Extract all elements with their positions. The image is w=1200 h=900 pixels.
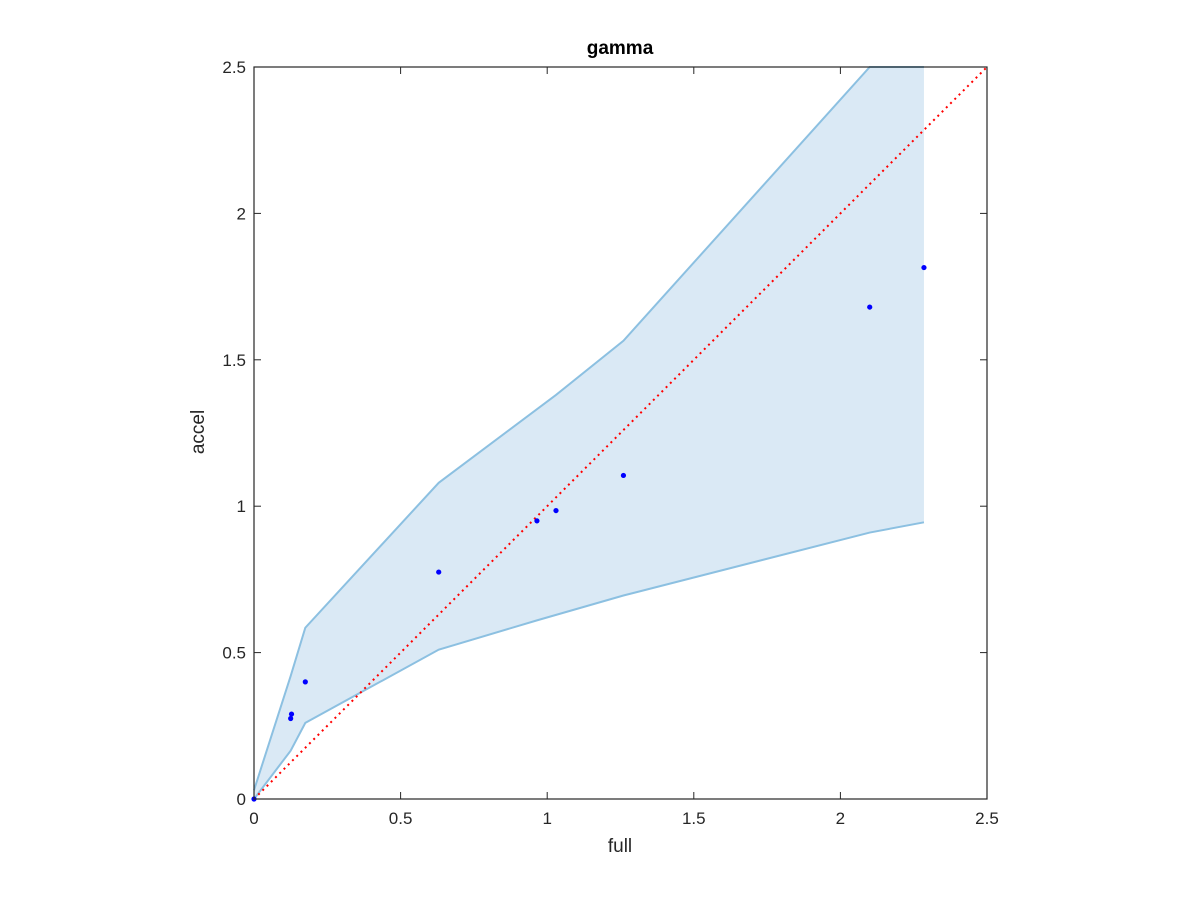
reference-line	[253, 66, 988, 800]
x-axis-label: full	[608, 836, 632, 857]
y-tick-label: 0	[237, 790, 246, 809]
x-tick-label: 1	[542, 809, 551, 828]
y-tick-labels: 0 0.5 1 1.5 2 2.5	[222, 58, 246, 809]
data-point	[620, 472, 627, 479]
x-tick-label: 2.5	[975, 809, 999, 828]
y-tick-label: 0.5	[222, 644, 246, 663]
reference-line-layer	[253, 66, 988, 800]
data-points	[251, 264, 927, 802]
y-tick-label: 1	[237, 497, 246, 516]
data-point	[867, 304, 873, 310]
x-tick-label: 1.5	[682, 809, 706, 828]
data-point	[534, 518, 540, 524]
band-lower-edge	[253, 521, 925, 800]
data-point	[436, 569, 442, 575]
data-point	[288, 711, 295, 717]
data-point	[288, 715, 294, 722]
x-tick-label: 0	[249, 809, 258, 828]
axes-box	[253, 66, 988, 800]
band-fill	[254, 67, 924, 799]
data-point	[921, 264, 927, 271]
y-tick-label: 2.5	[222, 58, 246, 77]
band-upper-edge	[253, 66, 924, 791]
x-tick-label: 2	[836, 809, 845, 828]
chart-title: gamma	[587, 38, 654, 59]
y-tick-label: 2	[237, 204, 246, 223]
y-axis-label: accel	[188, 410, 209, 454]
data-point	[553, 507, 559, 514]
x-tick-label: 0.5	[389, 809, 413, 828]
confidence-band	[253, 66, 925, 800]
tick-marks	[253, 66, 988, 800]
y-tick-label: 1.5	[222, 351, 246, 370]
x-tick-labels: 0 0.5 1 1.5 2 2.5	[249, 809, 999, 828]
data-point	[302, 679, 308, 685]
